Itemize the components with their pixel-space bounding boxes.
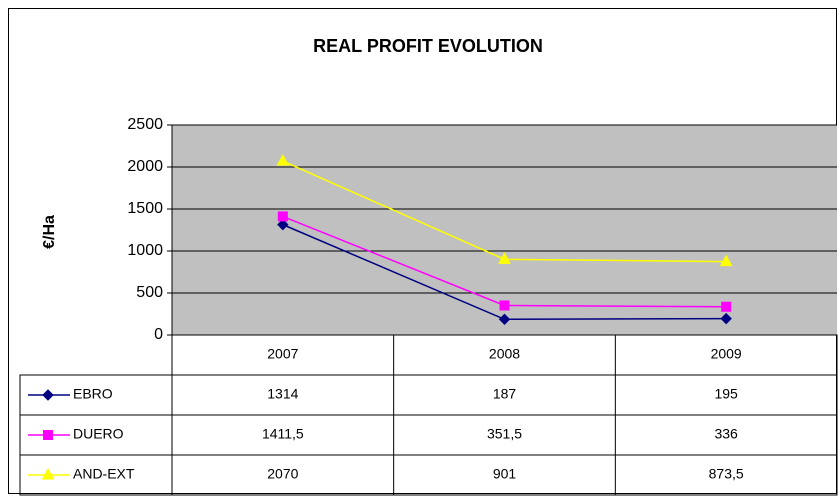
y-tick-label: 500 [136,284,163,301]
table-value: 1314 [267,386,298,402]
x-tick-label: 2008 [489,346,520,362]
legend-label: DUERO [73,426,124,442]
marker [721,301,732,312]
table-value: 187 [493,386,517,402]
y-tick-label: 1000 [127,242,163,259]
marker [42,389,54,401]
marker [498,252,511,264]
x-tick-label: 2009 [711,346,742,362]
legend-label: EBRO [73,386,113,402]
marker [276,154,290,166]
marker [499,300,510,311]
chart-title: REAL PROFIT EVOLUTION [313,36,543,56]
y-tick-label: 2000 [127,158,163,175]
y-axis-label: €/Ha [41,215,58,249]
marker [277,211,288,222]
marker [43,430,53,440]
table-value: 351,5 [487,426,522,442]
table-value: 336 [714,426,738,442]
marker [41,467,55,480]
table-value: 1411,5 [262,426,304,442]
x-tick-label: 2007 [267,346,298,362]
table-value: 901 [493,466,517,482]
marker [277,218,289,231]
y-tick-label: 0 [154,326,163,343]
y-tick-label: 2500 [127,116,163,133]
marker [498,313,511,325]
table-value: 873,5 [709,466,744,482]
marker [720,312,732,325]
y-tick-label: 1500 [127,200,163,217]
legend-label: AND-EXT [73,466,135,482]
marker [719,254,733,267]
table-value: 2070 [267,466,298,482]
table-value: 195 [714,386,738,402]
